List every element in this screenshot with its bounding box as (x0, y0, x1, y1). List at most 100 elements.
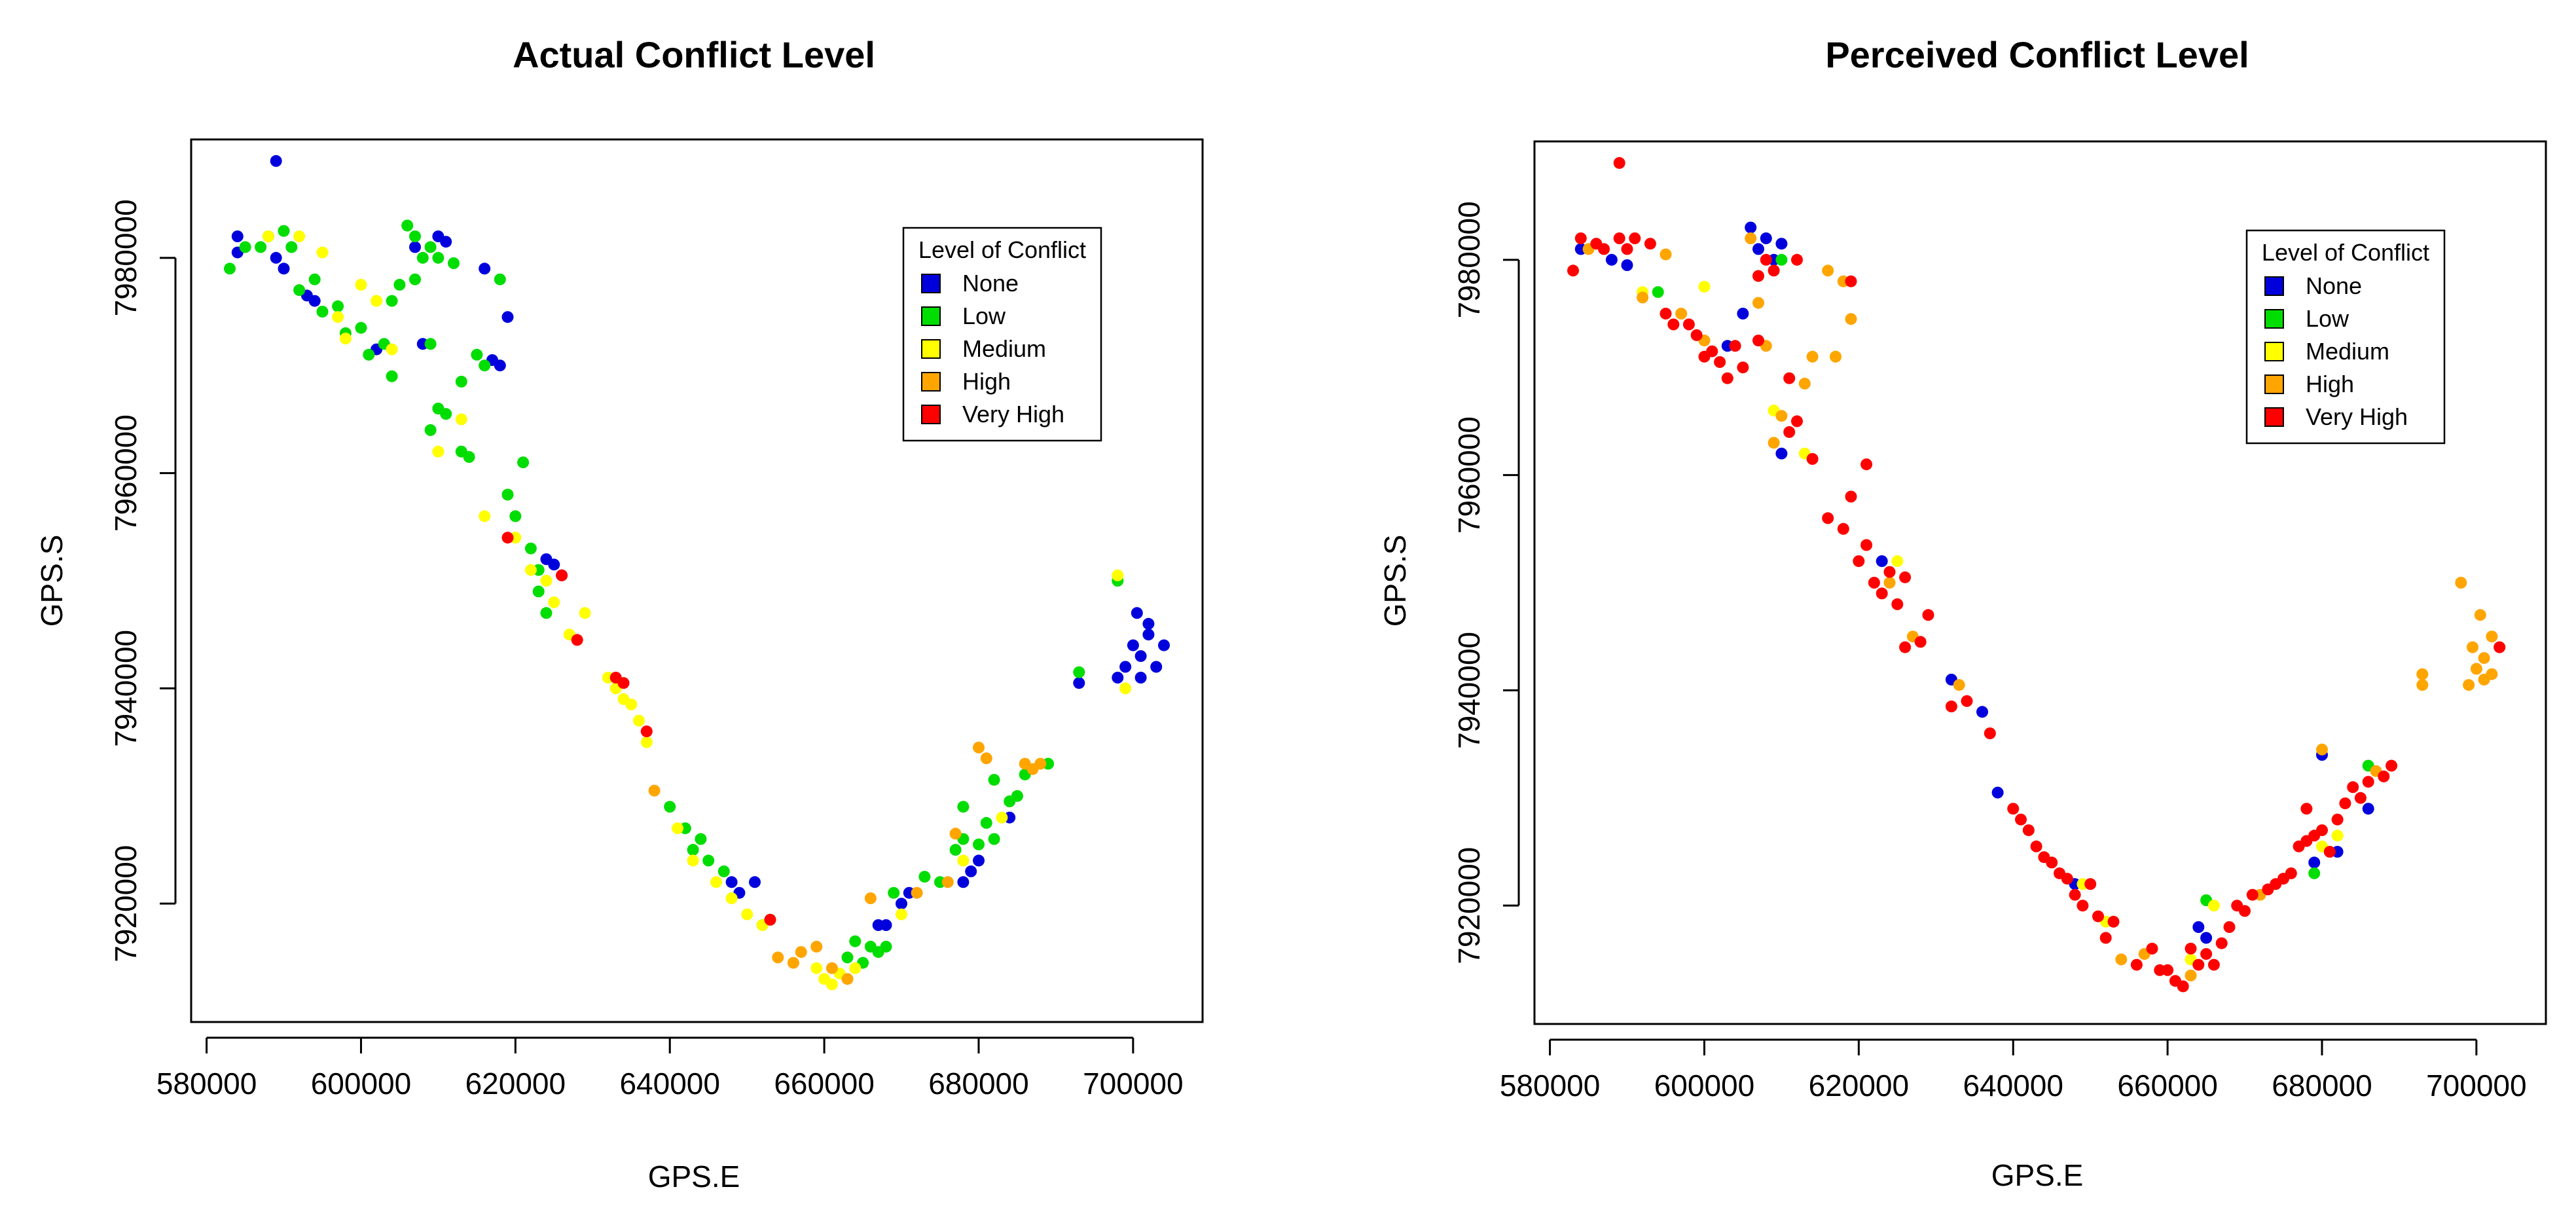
data-point (973, 741, 985, 754)
data-point (1830, 350, 1841, 363)
data-point (1760, 232, 1772, 244)
data-point (339, 333, 352, 345)
data-point (1119, 661, 1132, 673)
series-very-high (501, 532, 776, 926)
data-point (1142, 617, 1155, 630)
data-point (432, 445, 444, 458)
data-point (1142, 629, 1155, 641)
x-tick-label: 580000 (156, 1067, 257, 1101)
data-point (725, 876, 738, 888)
data-point (1822, 512, 1834, 524)
chart-actual-conflict: Actual Conflict Level 580000 600000 620000… (35, 34, 1204, 1194)
data-point (695, 833, 707, 845)
data-point (2478, 652, 2490, 665)
data-point (1876, 555, 1888, 568)
data-point (896, 908, 907, 921)
data-point (1891, 555, 1904, 568)
data-point (2239, 905, 2251, 917)
data-point (687, 844, 699, 856)
data-point (625, 699, 638, 710)
data-point (1760, 253, 1772, 266)
data-point (741, 908, 753, 921)
data-point (239, 241, 251, 253)
data-point (648, 784, 661, 797)
data-point (332, 311, 344, 323)
data-point (825, 978, 838, 991)
data-point (316, 246, 329, 259)
y-axis-label: GPS.S (1378, 535, 1412, 627)
data-point (2362, 803, 2374, 815)
data-point (849, 935, 862, 947)
data-point (2115, 953, 2128, 966)
data-point (501, 488, 514, 501)
x-tick-label: 700000 (2426, 1068, 2527, 1103)
data-point (579, 607, 591, 619)
data-point (2354, 792, 2367, 804)
chart-title: Actual Conflict Level (513, 34, 875, 75)
data-point (2300, 803, 2313, 815)
data-point (479, 510, 491, 522)
data-point (308, 273, 321, 285)
data-point (849, 962, 862, 974)
data-point (2130, 958, 2143, 971)
x-tick-label: 640000 (1963, 1068, 2063, 1103)
data-point (2474, 609, 2486, 621)
legend-swatch (921, 405, 941, 424)
data-point (2416, 668, 2429, 680)
data-point (548, 558, 560, 571)
data-point (1698, 280, 1711, 293)
data-point (1853, 555, 1865, 568)
data-point (2192, 921, 2205, 933)
data-point (363, 348, 375, 361)
data-point (2069, 888, 2081, 901)
data-point (386, 343, 398, 356)
data-point (355, 321, 367, 334)
data-point (1660, 308, 1672, 319)
data-point (1714, 356, 1726, 368)
data-point (957, 854, 970, 867)
data-point (1961, 695, 1973, 707)
data-point (965, 865, 977, 877)
data-point (2223, 921, 2236, 933)
data-points (224, 155, 1170, 991)
data-point (2207, 900, 2220, 912)
data-point (988, 833, 1000, 845)
data-point (2362, 776, 2374, 788)
data-point (764, 913, 776, 926)
series-very-high (1567, 156, 2506, 993)
data-point (2200, 932, 2213, 944)
data-point (1652, 286, 1664, 299)
data-point (2077, 900, 2089, 912)
data-point (1073, 677, 1085, 689)
data-point (1845, 490, 1857, 503)
data-point (2386, 759, 2398, 772)
data-point (1899, 571, 1912, 583)
data-point (880, 919, 892, 931)
data-point (1775, 253, 1788, 266)
data-point (640, 736, 653, 748)
data-point (278, 263, 290, 275)
data-point (2331, 813, 2344, 826)
data-point (1737, 361, 1749, 374)
legend-entry-label: None (2306, 272, 2362, 299)
legend-swatch (921, 274, 941, 293)
data-point (1752, 297, 1764, 309)
data-point (416, 251, 429, 264)
data-point (424, 338, 437, 350)
data-point (617, 677, 630, 689)
x-tick-label: 600000 (311, 1067, 412, 1101)
data-point (2030, 840, 2042, 852)
data-point (1729, 340, 1741, 352)
data-point (386, 295, 398, 307)
data-point (1791, 253, 1803, 266)
data-point (1876, 587, 1888, 600)
y-tick-label: 7940000 (1452, 632, 1486, 749)
data-point (509, 510, 522, 522)
plot-frame (190, 138, 1204, 1023)
data-point (2316, 743, 2328, 756)
data-point (2177, 980, 2189, 993)
data-point (864, 892, 877, 904)
data-point (1134, 650, 1147, 663)
data-point (440, 408, 452, 420)
data-point (941, 876, 954, 888)
